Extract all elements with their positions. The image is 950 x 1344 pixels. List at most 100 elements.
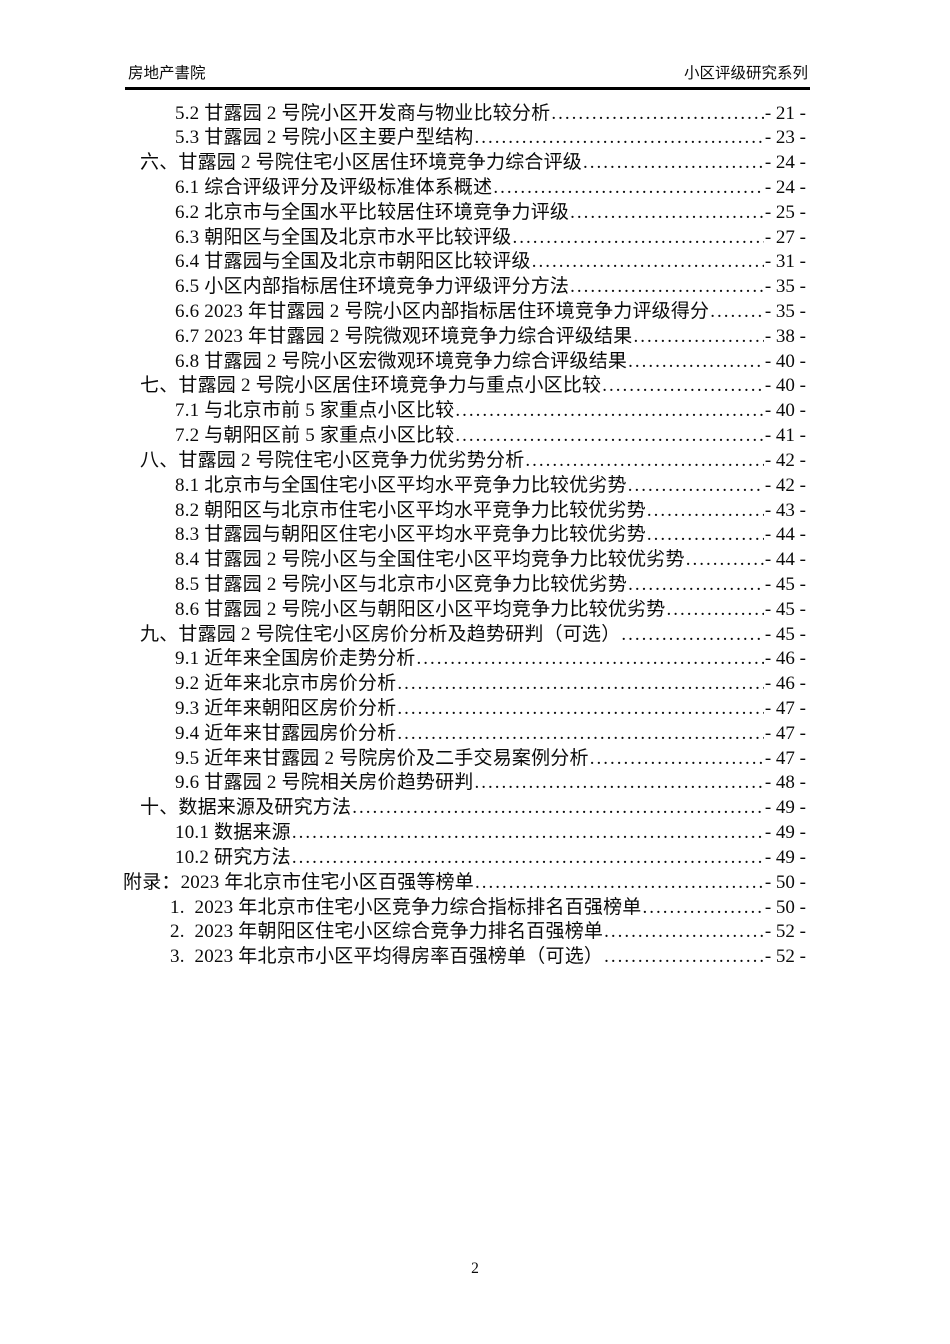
- toc-page-number: - 47 -: [764, 698, 806, 719]
- toc-entry[interactable]: 5.2 甘露园 2 号院小区开发商与物业比较分析................…: [123, 102, 806, 127]
- toc-page-number: - 49 -: [764, 822, 806, 844]
- toc-page-number: - 35 -: [764, 276, 806, 298]
- toc-entry-title: 八、甘露园 2 号院住宅小区竞争力优劣势分析: [140, 449, 525, 471]
- toc-entry-title: 5.2 甘露园 2 号院小区开发商与物业比较分析: [175, 102, 551, 124]
- toc-entry[interactable]: 9.5 近年来甘露园 2 号院房价及二手交易案例分析..............…: [123, 747, 806, 772]
- page-header: 房地产書院 小区评级研究系列: [125, 64, 810, 90]
- toc-dot-leader: ........................................…: [455, 400, 764, 422]
- toc-entry-title: 6.5 小区内部指标居住环境竞争力评级评分方法: [175, 276, 570, 298]
- toc-page-number: - 47 -: [764, 747, 806, 769]
- toc-entry[interactable]: 六、甘露园 2 号院住宅小区居住环境竞争力综合评级...............…: [123, 151, 806, 176]
- toc-entry-title: 6.7 2023 年甘露园 2 号院微观环境竞争力综合评级结果: [175, 325, 633, 347]
- toc-entry[interactable]: 七、甘露园 2 号院小区居住环境竞争力与重点小区比较..............…: [123, 374, 806, 399]
- page-footer: 2: [0, 1260, 950, 1278]
- toc-entry[interactable]: 6.6 2023 年甘露园 2 号院小区内部指标居住环境竞争力评级得分.....…: [123, 300, 806, 325]
- toc-entry[interactable]: 10.2 研究方法...............................…: [123, 846, 806, 871]
- toc-page-number: - 24 -: [764, 176, 806, 198]
- toc-entry[interactable]: 8.2 朝阳区与北京市住宅小区平均水平竞争力比较优劣势.............…: [123, 499, 806, 524]
- toc-page-number: - 46 -: [764, 673, 806, 695]
- toc-dot-leader: ........................................…: [551, 102, 764, 124]
- toc-entry-title: 9.3 近年来朝阳区房价分析: [175, 698, 397, 719]
- toc-page-number: - 44 -: [764, 524, 806, 546]
- toc-page-number: - 40 -: [764, 375, 806, 397]
- toc-entry-title: 九、甘露园 2 号院住宅小区房价分析及趋势研判（可选）: [140, 623, 621, 645]
- toc-entry[interactable]: 6.1 综合评级评分及评级标准体系概述.....................…: [123, 176, 806, 201]
- toc-entry-title: 附录：2023 年北京市住宅小区百强等榜单: [123, 871, 474, 893]
- toc-page-number: - 42 -: [764, 449, 806, 471]
- toc-entry[interactable]: 9.2 近年来北京市房价分析..........................…: [123, 672, 806, 697]
- toc-entry[interactable]: 7.2 与朝阳区前 5 家重点小区比较.....................…: [123, 424, 806, 449]
- toc-dot-leader: ........................................…: [642, 896, 764, 918]
- toc-dot-leader: ........................................…: [583, 152, 764, 174]
- toc-entry[interactable]: 十、数据来源及研究方法.............................…: [123, 796, 806, 821]
- toc-entry-title: 六、甘露园 2 号院住宅小区居住环境竞争力综合评级: [140, 152, 583, 174]
- toc-entry[interactable]: 9.4 近年来甘露园房价分析..........................…: [123, 722, 806, 747]
- toc-dot-leader: ........................................…: [604, 921, 764, 943]
- toc-entry[interactable]: 6.4 甘露园与全国及北京市朝阳区比较评级...................…: [123, 250, 806, 275]
- toc-entry-title: 8.2 朝阳区与北京市住宅小区平均水平竞争力比较优劣势: [175, 499, 646, 521]
- toc-entry-title: 6.3 朝阳区与全国及北京市水平比较评级: [175, 226, 512, 248]
- toc-entry-title: 6.4 甘露园与全国及北京市朝阳区比较评级: [175, 251, 531, 273]
- toc-entry-title: 七、甘露园 2 号院小区居住环境竞争力与重点小区比较: [140, 375, 602, 397]
- toc-dot-leader: ........................................…: [628, 573, 764, 595]
- toc-entry-title: 8.3 甘露园与朝阳区住宅小区平均水平竞争力比较优劣势: [175, 524, 646, 546]
- toc-entry-title: 5.3 甘露园 2 号院小区主要户型结构: [175, 127, 474, 149]
- toc-entry-title: 9.4 近年来甘露园房价分析: [175, 722, 397, 744]
- toc-dot-leader: ........................................…: [685, 549, 764, 571]
- toc-dot-leader: ........................................…: [589, 747, 764, 769]
- toc-dot-leader: ........................................…: [397, 673, 764, 695]
- toc-page-number: - 38 -: [764, 325, 806, 347]
- toc-dot-leader: ........................................…: [710, 301, 764, 322]
- toc-page-number: - 49 -: [764, 797, 806, 819]
- toc-entry[interactable]: 5.3 甘露园 2 号院小区主要户型结构....................…: [123, 126, 806, 151]
- toc-entry-title: 9.6 甘露园 2 号院相关房价趋势研判: [175, 772, 474, 794]
- toc-entry[interactable]: 8.1 北京市与全国住宅小区平均水平竞争力比较优劣势..............…: [123, 474, 806, 499]
- toc-entry-title: 6.2 北京市与全国水平比较居住环境竞争力评级: [175, 201, 570, 223]
- toc-entry-title: 9.1 近年来全国房价走势分析: [175, 648, 416, 670]
- toc-dot-leader: ........................................…: [621, 623, 764, 645]
- toc-dot-leader: ........................................…: [397, 722, 764, 744]
- toc-page-number: - 31 -: [764, 251, 806, 273]
- toc-dot-leader: ........................................…: [416, 648, 764, 670]
- toc-page-number: - 24 -: [764, 152, 806, 174]
- toc-entry[interactable]: 9.3 近年来朝阳区房价分析..........................…: [123, 697, 806, 722]
- toc-entry-title: 1. 2023 年北京市住宅小区竞争力综合指标排名百强榜单: [170, 896, 642, 918]
- toc-page-number: - 41 -: [764, 425, 806, 447]
- toc-entry[interactable]: 8.3 甘露园与朝阳区住宅小区平均水平竞争力比较优劣势.............…: [123, 523, 806, 548]
- toc-entry[interactable]: 6.5 小区内部指标居住环境竞争力评级评分方法.................…: [123, 275, 806, 300]
- toc-dot-leader: ........................................…: [570, 276, 764, 298]
- toc-entry[interactable]: 10.1 数据来源...............................…: [123, 821, 806, 846]
- toc-entry[interactable]: 6.3 朝阳区与全国及北京市水平比较评级....................…: [123, 226, 806, 251]
- toc-entry-title: 8.5 甘露园 2 号院小区与北京市小区竞争力比较优劣势: [175, 573, 628, 595]
- toc-dot-leader: ........................................…: [474, 772, 764, 794]
- toc-dot-leader: ........................................…: [493, 176, 764, 198]
- toc-entry[interactable]: 6.2 北京市与全国水平比较居住环境竞争力评级.................…: [123, 201, 806, 226]
- toc-page-number: - 50 -: [764, 896, 806, 918]
- toc-entry[interactable]: 九、甘露园 2 号院住宅小区房价分析及趋势研判（可选）.............…: [123, 623, 806, 648]
- toc-page-number: - 44 -: [764, 549, 806, 571]
- toc-dot-leader: ........................................…: [570, 201, 764, 223]
- toc-entry[interactable]: 9.1 近年来全国房价走势分析.........................…: [123, 647, 806, 672]
- toc-page-number: - 35 -: [764, 301, 806, 322]
- toc-entry[interactable]: 6.8 甘露园 2 号院小区宏微观环境竞争力综合评级结果............…: [123, 350, 806, 375]
- toc-entry[interactable]: 3. 2023 年北京市小区平均得房率百强榜单（可选）.............…: [123, 945, 806, 970]
- toc-entry-title: 6.1 综合评级评分及评级标准体系概述: [175, 176, 493, 198]
- toc-dot-leader: ........................................…: [525, 449, 763, 471]
- toc-dot-leader: ........................................…: [352, 797, 764, 819]
- toc-dot-leader: ........................................…: [666, 598, 764, 620]
- toc-entry-title: 6.6 2023 年甘露园 2 号院小区内部指标居住环境竞争力评级得分: [175, 301, 710, 322]
- toc-entry-title: 10.1 数据来源: [175, 822, 291, 844]
- toc-entry[interactable]: 8.6 甘露园 2 号院小区与朝阳区小区平均竞争力比较优劣势..........…: [123, 598, 806, 623]
- toc-entry[interactable]: 附录：2023 年北京市住宅小区百强等榜单...................…: [123, 871, 806, 896]
- toc-dot-leader: ........................................…: [646, 524, 764, 546]
- toc-entry[interactable]: 6.7 2023 年甘露园 2 号院微观环境竞争力综合评级结果.........…: [123, 325, 806, 350]
- toc-entry[interactable]: 1. 2023 年北京市住宅小区竞争力综合指标排名百强榜单...........…: [123, 896, 806, 921]
- toc-entry[interactable]: 8.4 甘露园 2 号院小区与全国住宅小区平均竞争力比较优劣势.........…: [123, 548, 806, 573]
- header-left-text: 房地产書院: [128, 65, 206, 82]
- toc-entry[interactable]: 8.5 甘露园 2 号院小区与北京市小区竞争力比较优劣势............…: [123, 573, 806, 598]
- toc-entry[interactable]: 9.6 甘露园 2 号院相关房价趋势研判....................…: [123, 771, 806, 796]
- toc-entry[interactable]: 7.1 与北京市前 5 家重点小区比较.....................…: [123, 399, 806, 424]
- toc-entry[interactable]: 八、甘露园 2 号院住宅小区竞争力优劣势分析..................…: [123, 449, 806, 474]
- toc-entry[interactable]: 2. 2023 年朝阳区住宅小区综合竞争力排名百强榜单.............…: [123, 920, 806, 945]
